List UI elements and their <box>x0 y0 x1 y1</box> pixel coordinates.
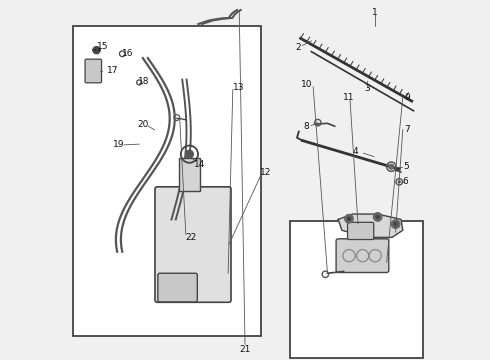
FancyBboxPatch shape <box>85 59 101 83</box>
Circle shape <box>392 220 400 228</box>
Text: 12: 12 <box>260 168 271 177</box>
FancyBboxPatch shape <box>158 273 197 302</box>
Bar <box>73 26 261 336</box>
Text: 9: 9 <box>404 93 410 102</box>
Text: 17: 17 <box>107 66 119 75</box>
FancyBboxPatch shape <box>347 222 374 239</box>
Text: 21: 21 <box>239 345 251 354</box>
Bar <box>179 158 200 191</box>
Text: 22: 22 <box>185 233 196 242</box>
Text: 1: 1 <box>372 8 378 17</box>
Text: 15: 15 <box>97 42 109 51</box>
Text: 13: 13 <box>233 83 245 92</box>
Text: 3: 3 <box>364 84 370 93</box>
Text: 14: 14 <box>194 160 205 169</box>
Text: 11: 11 <box>343 93 355 102</box>
Text: 18: 18 <box>138 77 149 86</box>
FancyBboxPatch shape <box>336 239 389 273</box>
Circle shape <box>394 222 397 226</box>
Text: 7: 7 <box>404 125 410 134</box>
Text: 8: 8 <box>304 122 310 131</box>
Text: 6: 6 <box>403 177 409 186</box>
Circle shape <box>347 217 351 221</box>
Circle shape <box>344 215 353 223</box>
Circle shape <box>373 213 382 221</box>
Text: 5: 5 <box>403 162 409 171</box>
FancyBboxPatch shape <box>155 187 231 302</box>
Text: 20: 20 <box>137 120 148 129</box>
Text: 4: 4 <box>353 147 358 156</box>
Text: 2: 2 <box>295 43 301 52</box>
Text: 19: 19 <box>113 140 124 149</box>
Circle shape <box>93 46 100 54</box>
Text: 16: 16 <box>122 49 133 58</box>
Text: 10: 10 <box>301 81 313 90</box>
Circle shape <box>398 181 400 183</box>
Polygon shape <box>338 214 403 237</box>
Circle shape <box>186 150 194 158</box>
Circle shape <box>389 164 394 169</box>
Bar <box>290 221 422 357</box>
Circle shape <box>376 215 379 219</box>
